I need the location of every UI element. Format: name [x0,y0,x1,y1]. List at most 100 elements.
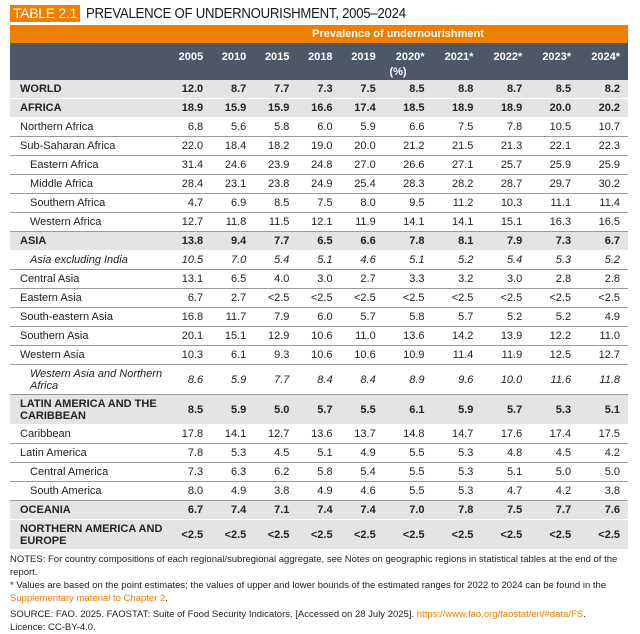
value-cell: <2.5 [530,519,580,550]
value-cell: 25.4 [340,174,384,194]
value-cell: 4.9 [579,307,628,327]
value-cell: 6.2 [254,462,298,482]
value-cell: 7.7 [254,80,298,99]
value-cell: 5.1 [383,250,433,270]
value-cell: 6.6 [340,231,384,251]
supplementary-material-link[interactable]: Supplementary material to Chapter 2 [10,593,166,604]
value-cell: 7.3 [297,80,341,99]
value-cell: 15.1 [481,212,531,232]
year-header-2023: 2023* [530,43,580,63]
value-cell: <2.5 [383,288,433,308]
value-cell: 5.3 [530,250,580,270]
row-label: South-eastern Asia [10,307,168,327]
value-cell: 18.9 [432,98,482,118]
value-cell: 18.2 [254,136,298,156]
year-header-2021: 2021* [432,43,482,63]
value-cell: 7.7 [254,231,298,251]
table-title: TABLE 2.1 PREVALENCE OF UNDERNOURISHMENT… [10,4,449,22]
value-cell: 22.1 [530,136,580,156]
row-label: Western Asia and Northern Africa [10,364,168,395]
value-cell: 8.7 [211,80,255,99]
table-row: NORTHERN AMERICA AND EUROPE <2.5 <2.5 <2.5 <… [10,519,628,550]
value-cell: 4.2 [579,443,628,463]
table-row: Northern Africa 6.8 5.6 5.8 6.0 5.9 6.6 7.5 7.8 1… [10,117,628,137]
value-cell: 27.1 [432,155,482,175]
table-row: ASIA 13.8 9.4 7.7 6.5 6.6 7.8 8.1 7.9 7.3 6.7 [10,231,628,251]
undernourishment-table: Prevalence of undernourishment 2005 2010 2… [10,25,628,550]
value-cell: 5.6 [211,117,255,137]
value-cell: 15.9 [211,98,255,118]
value-cell: 5.2 [432,250,482,270]
row-label: WORLD [10,80,168,99]
value-cell: 7.5 [481,500,531,520]
value-cell: 8.7 [481,80,531,99]
value-cell: <2.5 [211,519,255,550]
value-cell: 5.0 [254,394,298,425]
value-cell: 7.4 [340,500,384,520]
value-cell: 24.6 [211,155,255,175]
value-cell: 4.9 [340,443,384,463]
value-cell: 27.0 [340,155,384,175]
value-cell: 13.1 [168,269,212,289]
value-cell: 8.4 [297,364,341,395]
value-cell: 5.4 [254,250,298,270]
row-label: Eastern Africa [10,155,168,175]
value-cell: 7.9 [481,231,531,251]
value-cell: 19.0 [297,136,341,156]
value-cell: 14.1 [432,212,482,232]
value-cell: 7.4 [297,500,341,520]
value-cell: 28.4 [168,174,212,194]
table-row: Middle Africa 28.4 23.1 23.8 24.9 25.4 28.3 28.… [10,174,628,194]
value-cell: 23.1 [211,174,255,194]
value-cell: 12.0 [168,80,212,99]
row-label: OCEANIA [10,500,168,520]
table-notes: NOTES: For country compositions of each … [10,553,630,634]
value-cell: 8.0 [340,193,384,213]
value-cell: 5.1 [297,250,341,270]
value-cell: 20.2 [579,98,628,118]
value-cell: <2.5 [432,519,482,550]
value-cell: 18.9 [168,98,212,118]
value-cell: 13.7 [340,424,384,444]
value-cell: 11.7 [211,307,255,327]
value-cell: 14.8 [383,424,433,444]
value-cell: 8.9 [383,364,433,395]
value-cell: 7.3 [168,462,212,482]
value-cell: 10.3 [168,345,212,365]
value-cell: 12.9 [254,326,298,346]
value-cell: <2.5 [481,288,531,308]
value-cell: 6.0 [297,307,341,327]
value-cell: 26.6 [383,155,433,175]
value-cell: <2.5 [530,288,580,308]
value-cell: 20.1 [168,326,212,346]
table-row: Southern Asia 20.1 15.1 12.9 10.6 11.0 13.6 14.… [10,326,628,346]
table-row: Western Asia and Northern Africa 8.6 5.9 7.… [10,364,628,395]
value-cell: 4.5 [254,443,298,463]
value-cell: 8.5 [383,80,433,99]
value-cell: <2.5 [383,519,433,550]
value-cell: 25.9 [579,155,628,175]
value-cell: 5.3 [432,462,482,482]
value-cell: 8.5 [530,80,580,99]
value-cell: <2.5 [432,288,482,308]
value-cell: 6.7 [168,288,212,308]
value-cell: 16.3 [530,212,580,232]
value-cell: 23.9 [254,155,298,175]
value-cell: 28.3 [383,174,433,194]
row-label: Middle Africa [10,174,168,194]
value-cell: 3.8 [579,481,628,501]
row-label: Sub-Saharan Africa [10,136,168,156]
value-cell: 12.7 [254,424,298,444]
table-row: South-eastern Asia 16.8 11.7 7.9 6.0 5.7 5.8 5.… [10,307,628,327]
value-cell: 10.5 [530,117,580,137]
value-cell: 5.1 [481,462,531,482]
value-cell: 18.9 [481,98,531,118]
faostat-link[interactable]: https://www.fao.org/faostat/en/#data/FS [416,609,584,620]
value-cell: 29.7 [530,174,580,194]
value-cell: 31.4 [168,155,212,175]
value-cell: 7.5 [340,80,384,99]
value-cell: 10.5 [168,250,212,270]
value-cell: 11.9 [481,345,531,365]
table-row: Caribbean 17.8 14.1 12.7 13.6 13.7 14.8 14.7 17.… [10,424,628,444]
table-row: Western Asia 10.3 6.1 9.3 10.6 10.6 10.9 11.4 11… [10,345,628,365]
